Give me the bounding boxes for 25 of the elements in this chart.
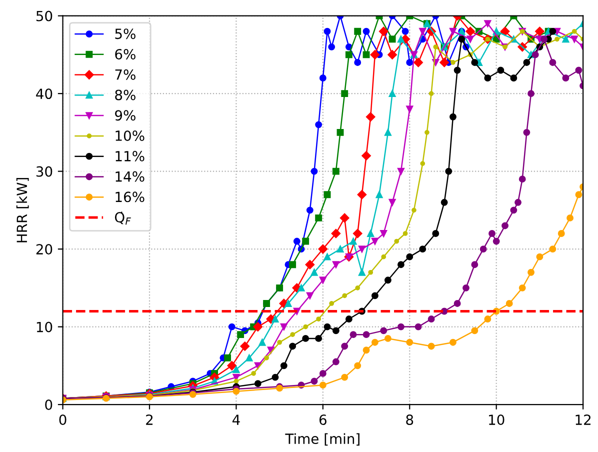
x-tick-label: 2 [146,414,153,425]
legend-label: 9% [115,110,136,121]
legend-label: 16% [116,192,144,202]
x-tick-label: 4 [232,414,240,425]
legend-label: 11% [116,150,144,162]
x-tick-label: 12 [576,414,590,425]
legend-label: 10% [116,130,144,141]
x-tick-label: 0 [59,414,66,426]
x-tick-label: 6 [319,414,326,426]
legend-label: 5% [115,28,136,40]
legend-label: Q̇$_{F}$ [114,212,131,225]
x-tick-label: 10 [489,414,504,426]
legend-label: 14% [116,171,144,182]
legend-label: 7% [115,69,136,80]
x-axis-title: Time [min] [285,433,360,446]
legend-label: 6% [115,48,136,60]
y-tick-label: 30 [36,166,52,177]
y-tick-label: 50 [36,10,52,22]
y-tick-label: 40 [36,88,52,100]
y-tick-label: 20 [36,244,52,255]
x-tick-label: 8 [406,414,414,426]
y-tick-label: 0 [45,400,52,410]
y-axis-title: HRR [kW] [16,178,29,242]
y-tick-label: 10 [36,322,52,332]
legend-label: 8% [115,90,136,100]
